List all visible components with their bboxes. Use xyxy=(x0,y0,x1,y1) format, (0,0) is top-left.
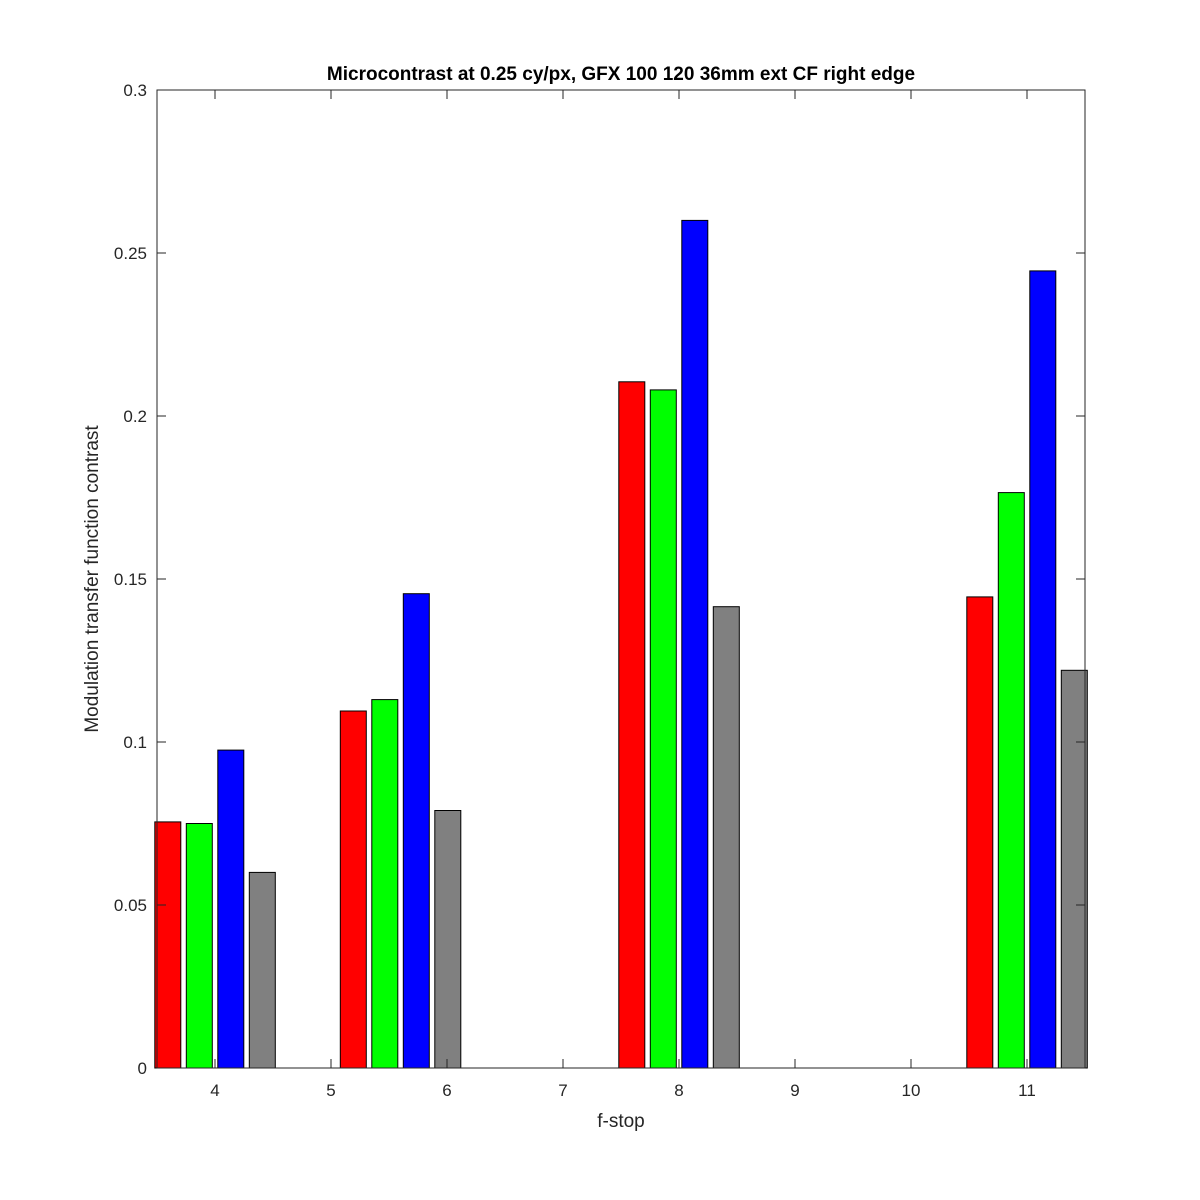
y-tick-label: 0.15 xyxy=(114,570,147,589)
x-axis-ticks: 4 5 6 7 8 9 10 11 xyxy=(210,90,1036,1100)
y-tick-label: 0.2 xyxy=(123,407,147,426)
y-tick-label: 0.25 xyxy=(114,244,147,263)
y-tick-label: 0.05 xyxy=(114,896,147,915)
y-tick-label: 0.3 xyxy=(123,81,147,100)
chart-title: Microcontrast at 0.25 cy/px, GFX 100 120… xyxy=(327,64,915,85)
x-tick-label: 5 xyxy=(326,1081,335,1100)
x-tick-label: 8 xyxy=(674,1081,683,1100)
y-tick-label: 0.1 xyxy=(123,733,147,752)
bar-group-4-series-3 xyxy=(1029,270,1057,1069)
bar-group-1-series-2 xyxy=(185,823,213,1069)
y-tick-label: 0 xyxy=(138,1059,147,1078)
y-axis-label: Modulation transfer function contrast xyxy=(82,425,103,733)
bar-group-2-series-4 xyxy=(434,810,462,1069)
bar-group-3-series-1 xyxy=(618,381,646,1069)
x-axis-label: f-stop xyxy=(597,1111,645,1132)
y-axis-ticks: 0 0.05 0.1 0.15 0.2 0.25 0.3 xyxy=(114,81,1085,1078)
bar-group-2-series-1 xyxy=(339,710,367,1069)
bar-group-4-series-4 xyxy=(1060,669,1088,1069)
bar-group-4-series-1 xyxy=(966,596,994,1069)
bar-group-3-series-4 xyxy=(712,606,740,1069)
x-tick-label: 6 xyxy=(442,1081,451,1100)
bar-group-4-series-2 xyxy=(997,492,1025,1069)
bar-group-3-series-2 xyxy=(649,389,677,1069)
x-tick-label: 10 xyxy=(902,1081,921,1100)
x-tick-label: 7 xyxy=(558,1081,567,1100)
bar-group-2-series-2 xyxy=(371,699,399,1069)
x-tick-label: 11 xyxy=(1018,1081,1036,1100)
bars-layer xyxy=(154,219,1088,1069)
bar-group-3-series-3 xyxy=(681,219,709,1069)
bar-group-1-series-1 xyxy=(154,821,182,1069)
x-tick-label: 9 xyxy=(790,1081,799,1100)
bar-group-1-series-3 xyxy=(217,749,245,1069)
bar-group-1-series-4 xyxy=(248,871,276,1069)
bar-group-2-series-3 xyxy=(402,593,430,1069)
x-tick-label: 4 xyxy=(210,1081,219,1100)
